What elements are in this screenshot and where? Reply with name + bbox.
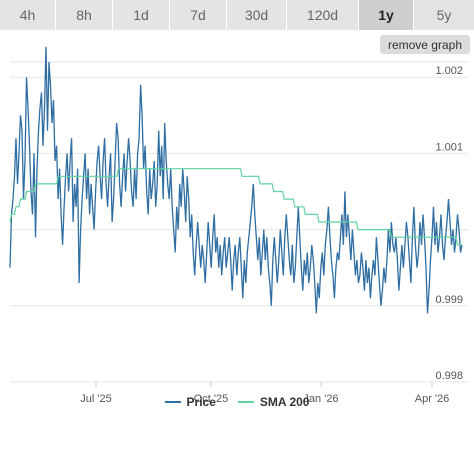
remove-graph-button[interactable]: remove graph (379, 35, 470, 54)
x-tick-label: Apr '26 (415, 393, 450, 405)
y-tick-label: 0.998 (435, 370, 463, 382)
legend-item-price[interactable]: Price (164, 392, 216, 412)
legend-price-label: Price (186, 395, 216, 409)
timeframe-tabs: 4h 8h 1d 7d 30d 120d 1y 5y (0, 0, 474, 30)
price-legend-swatch (164, 401, 181, 403)
price-series-line (9, 46, 463, 314)
sma-200-series-line (9, 168, 462, 246)
tab-1y[interactable]: 1y (359, 0, 414, 30)
tab-7d[interactable]: 7d (170, 0, 227, 30)
x-tick-label: Oct '25 (194, 393, 229, 405)
legend-item-sma[interactable]: SMA 200 (237, 392, 310, 412)
legend-sma-label: SMA 200 (259, 395, 310, 409)
tab-4h[interactable]: 4h (0, 0, 56, 30)
y-tick-label: 1.001 (435, 141, 463, 153)
x-tick-label: Jan '26 (303, 393, 338, 405)
tab-1d[interactable]: 1d (113, 0, 170, 30)
tab-30d[interactable]: 30d (227, 0, 287, 30)
y-tick-label: 0.999 (435, 294, 463, 306)
y-tick-label: 1.002 (435, 65, 463, 77)
x-axis-labels: Jul '25 Oct '25 Jan '26 Apr '26 (80, 393, 449, 405)
sma-legend-swatch (237, 401, 254, 403)
chart-legend: Price SMA 200 (0, 392, 474, 412)
y-axis-labels: 0.998 0.999 1.001 1.002 (435, 65, 463, 382)
x-tick-label: Jul '25 (80, 393, 111, 405)
tab-5y[interactable]: 5y (414, 0, 474, 30)
tab-8h[interactable]: 8h (56, 0, 113, 30)
tab-120d[interactable]: 120d (287, 0, 359, 30)
